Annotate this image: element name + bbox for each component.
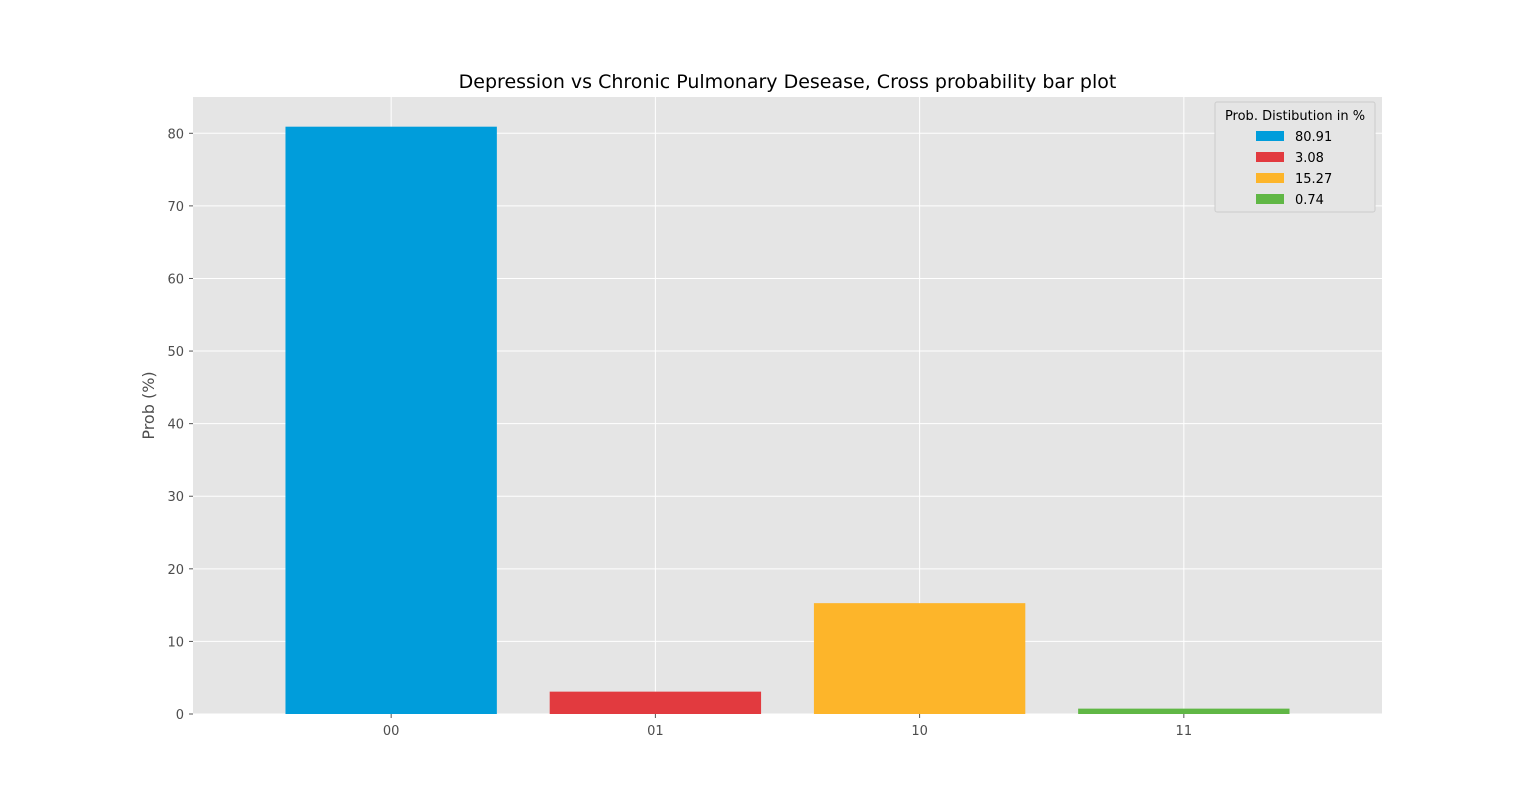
bar-10 — [813, 603, 1026, 714]
y-tick-label: 40 — [167, 418, 184, 433]
y-tick-label: 20 — [167, 563, 184, 578]
x-tick-label: 10 — [911, 724, 928, 739]
y-tick-label: 0 — [176, 708, 184, 723]
y-axis-ticks: 0 10 20 30 40 50 60 70 80 — [167, 127, 193, 723]
bar-00 — [285, 126, 497, 714]
legend-entry-label: 3.08 — [1295, 151, 1324, 166]
y-tick-label: 80 — [167, 127, 184, 142]
legend-swatch — [1256, 152, 1284, 162]
bar-01 — [549, 691, 762, 714]
y-tick-label: 60 — [167, 272, 184, 287]
x-tick-label: 01 — [647, 724, 664, 739]
legend-entry-label: 0.74 — [1295, 193, 1324, 208]
y-axis-label: Prob (%) — [139, 371, 158, 439]
x-tick-label: 11 — [1176, 724, 1193, 739]
legend-entry-label: 15.27 — [1295, 172, 1332, 187]
legend: Prob. Distibution in % 80.91 3.08 15.27 0.7… — [1214, 101, 1376, 213]
chart-title: Depression vs Chronic Pulmonary Desease,… — [459, 71, 1117, 93]
legend-swatch — [1256, 173, 1284, 183]
y-tick-label: 30 — [167, 490, 184, 505]
bars — [285, 126, 1290, 714]
legend-entries: 80.91 3.08 15.27 0.74 — [1256, 130, 1332, 208]
legend-swatch — [1256, 194, 1284, 204]
legend-entry-label: 80.91 — [1295, 130, 1332, 145]
x-axis-ticks: 00 01 10 11 — [383, 714, 1192, 739]
y-tick-label: 10 — [167, 635, 184, 650]
y-tick-label: 70 — [167, 200, 184, 215]
legend-title: Prob. Distibution in % — [1225, 109, 1365, 124]
x-tick-label: 00 — [383, 724, 400, 739]
bar-11 — [1078, 708, 1290, 714]
legend-swatch — [1256, 131, 1284, 141]
y-tick-label: 50 — [167, 345, 184, 360]
legend-box — [1214, 101, 1376, 213]
